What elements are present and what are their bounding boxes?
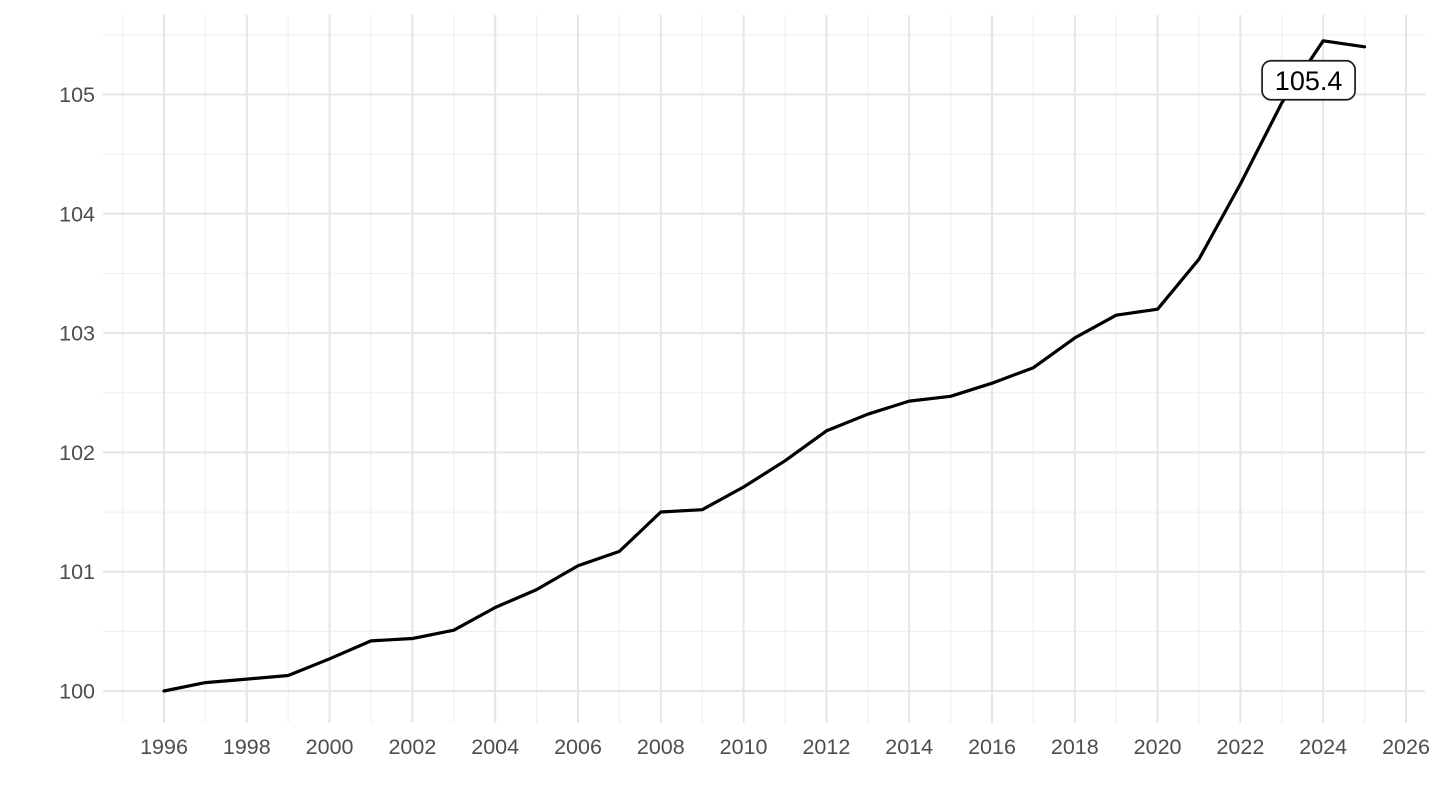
y-axis-labels: 100 101 102 103 104 105 (59, 83, 95, 704)
grid-major (103, 15, 1425, 723)
x-tick-label: 1996 (140, 735, 188, 759)
grid-minor (103, 15, 1425, 723)
data-line-series (162, 39, 1367, 693)
x-tick-label: 2012 (802, 735, 850, 759)
x-tick-label: 2004 (471, 735, 519, 759)
y-tick-label: 105 (59, 83, 95, 107)
y-tick-label: 104 (59, 202, 95, 226)
y-tick-label: 100 (59, 680, 95, 704)
x-tick-label: 2002 (388, 735, 436, 759)
value-label: 105.4 (1261, 59, 1356, 101)
value-label-box (1261, 59, 1356, 101)
x-tick-label: 1998 (223, 735, 271, 759)
x-tick-label: 2024 (1299, 735, 1347, 759)
y-tick-label: 102 (59, 441, 95, 465)
x-tick-label: 2010 (720, 735, 768, 759)
x-tick-label: 2016 (968, 735, 1016, 759)
value-label-text: 105.4 (1275, 66, 1343, 96)
x-tick-label: 2022 (1216, 735, 1264, 759)
x-tick-label: 2018 (1051, 735, 1099, 759)
x-tick-label: 2006 (554, 735, 602, 759)
x-tick-label: 2014 (885, 735, 933, 759)
y-tick-label: 103 (59, 322, 95, 346)
y-tick-label: 101 (59, 560, 95, 584)
x-tick-label: 2008 (637, 735, 685, 759)
x-tick-label: 2000 (306, 735, 354, 759)
x-axis-labels: 1996 1998 2000 2002 2004 2006 2008 2010 2012 2014… (140, 735, 1430, 759)
x-tick-label: 2026 (1382, 735, 1430, 759)
x-tick-label: 2020 (1134, 735, 1182, 759)
